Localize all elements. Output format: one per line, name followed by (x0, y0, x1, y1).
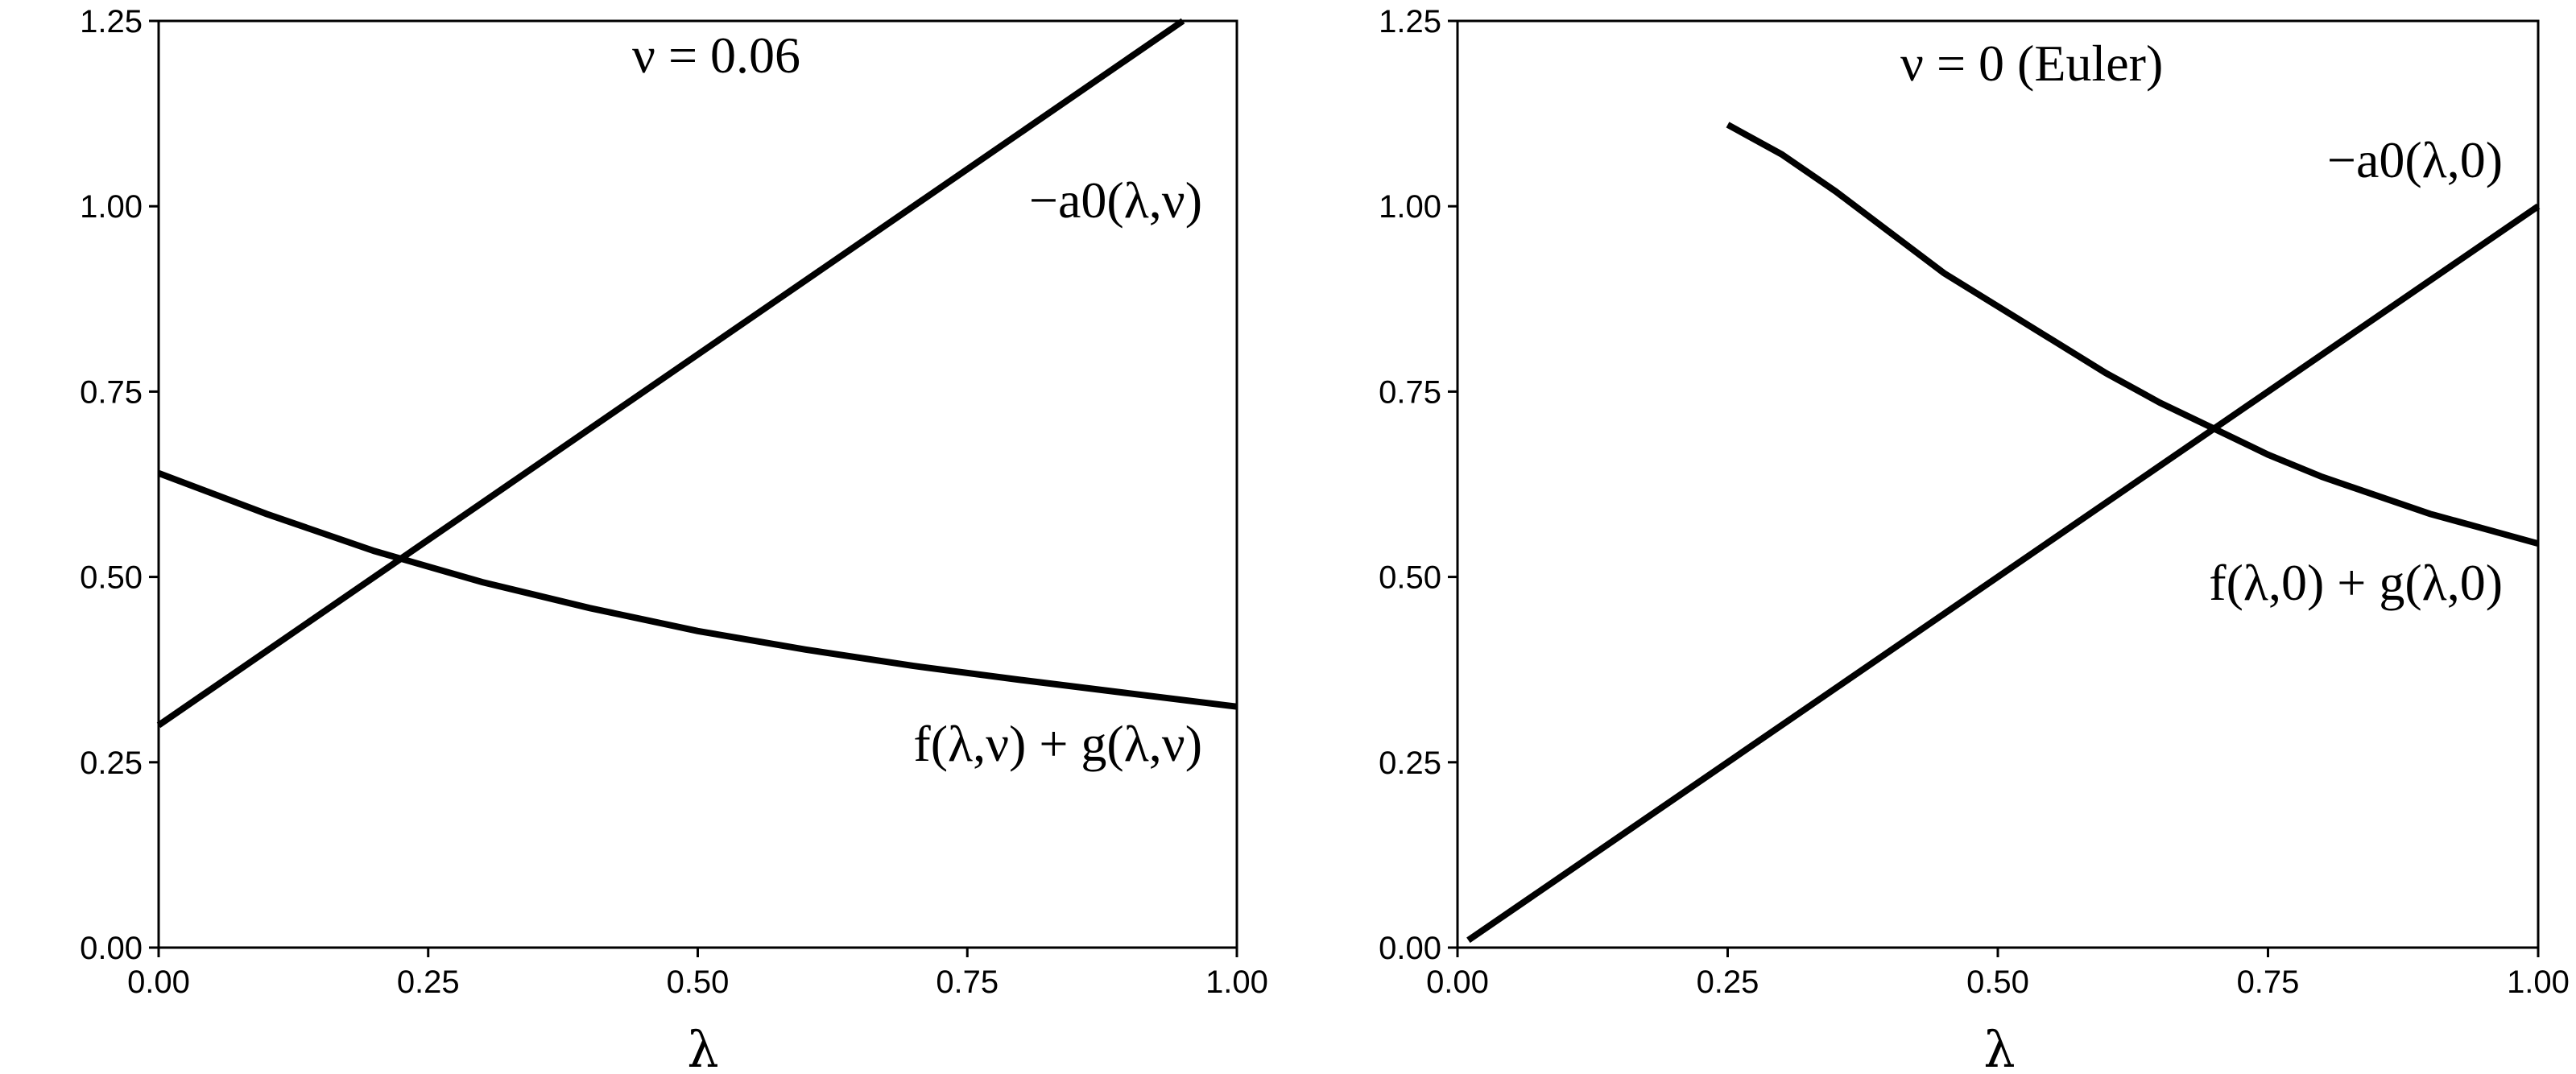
panel-left-nu-annotation: ν = 0.06 (632, 27, 800, 84)
panel-left-y-tick-label: 0.00 (80, 931, 143, 966)
panel-left-x-axis-label: λ (687, 1020, 718, 1074)
panel-left-a0-line (156, 18, 1185, 729)
panel-left-x-tick-label: 0.50 (667, 965, 730, 1000)
panel-right-y-tick-label: 0.25 (1379, 746, 1441, 781)
panel-right-y-tick-label: 1.25 (1379, 4, 1441, 39)
panel-right-y-tick-label: 0.00 (1379, 931, 1441, 966)
panel-right-fg-curve (1726, 122, 2540, 547)
panel-right-nu-annotation: ν = 0 (Euler) (1900, 35, 2163, 92)
panel-right-axes: 0.00 0.25 0.50 0.75 1.00 0.00 0.25 0.50 0.75 1.00… (1379, 4, 2570, 1000)
panel-left-a0-annotation: −a0(λ,ν) (1029, 171, 1202, 229)
panel-right: 0.00 0.25 0.50 0.75 1.00 0.00 0.25 0.50 0.75 1.00… (1379, 4, 2570, 1074)
panel-right-curves (1466, 122, 2541, 944)
panel-left-x-tick-label: 0.75 (936, 965, 999, 1000)
panel-left-plot-frame (157, 19, 1238, 949)
panel-left-fg-curve (157, 469, 1238, 710)
panel-left-curves (156, 18, 1238, 729)
panel-right-x-tick-label: 0.75 (2237, 965, 2300, 1000)
panel-right-x-axis-label: λ (1983, 1020, 2015, 1074)
panel-left-y-tick-label: 0.75 (80, 374, 143, 410)
panel-left-x-tick-label: 0.25 (397, 965, 460, 1000)
panel-right-y-tick-label: 1.00 (1379, 189, 1441, 225)
panel-right-x-tick-label: 0.25 (1697, 965, 1759, 1000)
panel-right-y-tick-label: 0.75 (1379, 374, 1441, 410)
panel-right-x-tick-label: 0.50 (1966, 965, 2029, 1000)
panel-left-x-tick-label: 1.00 (1205, 965, 1268, 1000)
panel-right-x-tick-label: 1.00 (2507, 965, 2570, 1000)
panel-left-y-tick-label: 0.50 (80, 560, 143, 596)
panel-left: 0.00 0.25 0.50 0.75 1.00 0.00 0.25 0.50 0.75 1.00… (80, 4, 1268, 1074)
panel-right-a0-annotation: −a0(λ,0) (2327, 131, 2503, 188)
panel-right-a0-line (1466, 203, 2541, 944)
panel-left-axes: 0.00 0.25 0.50 0.75 1.00 0.00 0.25 0.50 0.75 1.00… (80, 4, 1268, 1000)
panel-right-fg-annotation: f(λ,0) + g(λ,0) (2209, 554, 2503, 611)
panel-left-y-tick-label: 1.00 (80, 189, 143, 225)
panel-left-y-tick-label: 0.25 (80, 746, 143, 781)
panel-left-x-tick-label: 0.00 (127, 965, 190, 1000)
panel-right-y-tick-label: 0.50 (1379, 560, 1441, 596)
panel-left-y-tick-label: 1.25 (80, 4, 143, 39)
panel-left-fg-annotation: f(λ,ν) + g(λ,ν) (913, 715, 1202, 772)
panel-right-x-tick-label: 0.00 (1426, 965, 1489, 1000)
